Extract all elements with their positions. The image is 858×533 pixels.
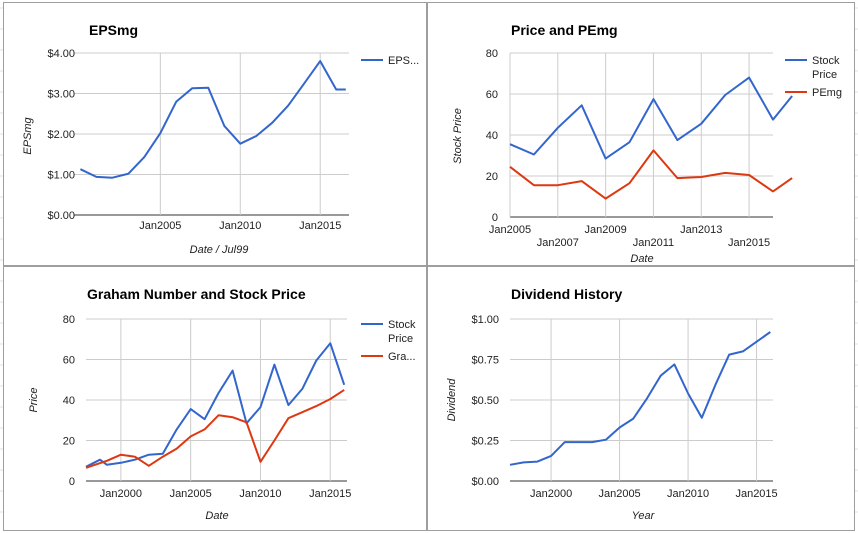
y-tick-label: 20: [486, 171, 498, 183]
y-tick-label: 40: [63, 395, 75, 407]
y-tick-label: 20: [63, 436, 75, 448]
x-tick-label: Jan2015: [728, 237, 770, 249]
x-tick-label: Jan2009: [585, 224, 627, 236]
x-tick-label: Jan2015: [309, 488, 351, 500]
y-tick-label: $3.00: [47, 89, 75, 101]
y-tick-label: $1.00: [47, 170, 75, 182]
legend-label: Gra...: [388, 351, 416, 363]
price-pe-chart: Price and PEmg 0 20 40 60 80 Jan2005 Jan2007 Ja…: [452, 22, 842, 265]
x-tick-label: Jan2010: [239, 488, 281, 500]
y-tick-label: 60: [63, 355, 75, 367]
y-tick-label: $2.00: [47, 129, 75, 141]
legend-label: PEmg: [812, 87, 842, 99]
x-tick-label: Jan2005: [598, 488, 640, 500]
x-tick-label: Jan2015: [299, 220, 341, 232]
graham-number-chart: Graham Number and Stock Price 0 20 40 60 80 J…: [28, 286, 416, 522]
eps-chart-panel[interactable]: EPSmg $0.00 $1.00 $2.00 $3.00 $4.00 Jan2005 Ja…: [3, 2, 427, 266]
y-tick-label: 60: [486, 89, 498, 101]
chart-title: Graham Number and Stock Price: [87, 286, 306, 302]
x-tick-label: Jan2011: [633, 237, 674, 249]
price-pe-chart-panel[interactable]: Price and PEmg 0 20 40 60 80 Jan2005 Jan2007 Ja…: [427, 2, 855, 266]
eps-chart: EPSmg $0.00 $1.00 $2.00 $3.00 $4.00 Jan2005 Ja…: [22, 22, 419, 256]
x-tick-label: Jan2010: [219, 220, 261, 232]
series-line-2[interactable]: [85, 389, 345, 469]
x-tick-label: Jan2005: [139, 220, 181, 232]
series-line-2[interactable]: [509, 149, 793, 200]
y-tick-label: $0.00: [471, 476, 499, 488]
y-tick-label: $1.00: [471, 314, 499, 326]
x-axis-title: Year: [632, 510, 656, 522]
dividend-history-chart: Dividend History $0.00 $0.25 $0.50 $0.75 $1.…: [446, 286, 778, 522]
y-axis-title: Stock Price: [452, 108, 464, 164]
x-tick-label: Jan2013: [680, 224, 722, 236]
series-line-1[interactable]: [509, 76, 793, 160]
legend-label: Price: [812, 69, 837, 81]
y-tick-label: 0: [492, 212, 498, 224]
y-tick-label: $0.00: [47, 210, 75, 222]
y-tick-label: 0: [69, 476, 75, 488]
y-tick-label: 80: [63, 314, 75, 326]
series-line-1[interactable]: [85, 342, 346, 468]
y-tick-label: 80: [486, 48, 498, 60]
graham-number-chart-panel[interactable]: Graham Number and Stock Price 0 20 40 60 80 J…: [3, 266, 427, 531]
x-tick-label: Jan2007: [537, 237, 579, 249]
dividend-history-chart-panel[interactable]: Dividend History $0.00 $0.25 $0.50 $0.75 $1.…: [427, 266, 855, 531]
x-tick-label: Jan2005: [170, 488, 212, 500]
x-tick-label: Jan2000: [530, 488, 572, 500]
x-axis-title: Date / Jul99: [190, 244, 249, 256]
y-axis-title: Dividend: [446, 378, 458, 422]
x-axis-title: Date: [205, 510, 228, 522]
y-tick-label: $4.00: [47, 48, 75, 60]
x-tick-label: Jan2005: [489, 224, 531, 236]
x-tick-label: Jan2010: [667, 488, 709, 500]
legend-label: Stock: [812, 55, 840, 67]
y-tick-label: 40: [486, 130, 498, 142]
y-tick-label: $0.25: [471, 436, 499, 448]
series-line-1[interactable]: [509, 331, 771, 466]
legend-label: Stock: [388, 319, 416, 331]
legend-label: Price: [388, 333, 413, 345]
legend-label: EPS...: [388, 55, 419, 67]
chart-title: Price and PEmg: [511, 22, 618, 38]
chart-title: Dividend History: [511, 286, 622, 302]
series-line-1[interactable]: [79, 60, 346, 179]
chart-title: EPSmg: [89, 22, 138, 38]
x-tick-label: Jan2015: [735, 488, 777, 500]
x-axis-title: Date: [630, 253, 653, 265]
y-tick-label: $0.75: [471, 355, 499, 367]
y-axis-title: EPSmg: [22, 116, 34, 154]
y-axis-title: Price: [28, 387, 40, 412]
x-tick-label: Jan2000: [100, 488, 142, 500]
y-tick-label: $0.50: [471, 395, 499, 407]
